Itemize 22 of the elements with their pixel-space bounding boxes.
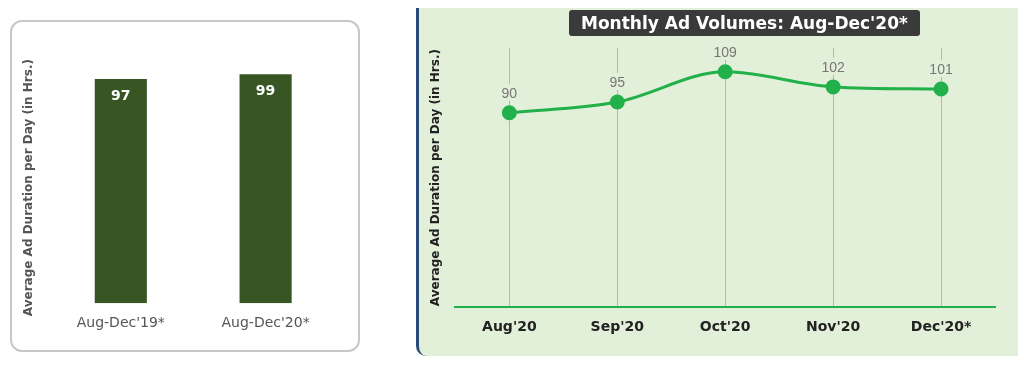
y-axis-title: Average Ad Duration per Day (in Hrs.)	[21, 59, 36, 317]
chart-title: Monthly Ad Volumes: Aug-Dec'20*	[569, 10, 920, 36]
data-label: 90	[501, 84, 518, 101]
x-tick-label: Aug'20	[482, 318, 537, 335]
point	[609, 94, 625, 110]
data-label: 101	[929, 60, 953, 77]
x-tick-label: Nov'20	[806, 318, 861, 335]
point	[933, 81, 949, 97]
data-label: 102	[821, 58, 846, 75]
data-label: 109	[713, 43, 738, 60]
x-tick-label: Aug-Dec'20*	[221, 314, 310, 331]
x-tick-label: Sep'20	[590, 318, 645, 335]
y-axis-title: Average Ad Duration per Day (in Hrs.)	[428, 49, 443, 307]
data-label: 95	[609, 73, 626, 90]
x-tick-label: Dec'20*	[910, 318, 972, 335]
x-tick-label: Aug-Dec'19*	[76, 314, 165, 331]
point	[825, 79, 841, 95]
data-label: 97	[111, 86, 131, 103]
x-tick-label: Oct'20	[699, 318, 751, 335]
point	[501, 105, 517, 121]
data-label: 99	[255, 81, 276, 98]
point	[717, 64, 733, 80]
